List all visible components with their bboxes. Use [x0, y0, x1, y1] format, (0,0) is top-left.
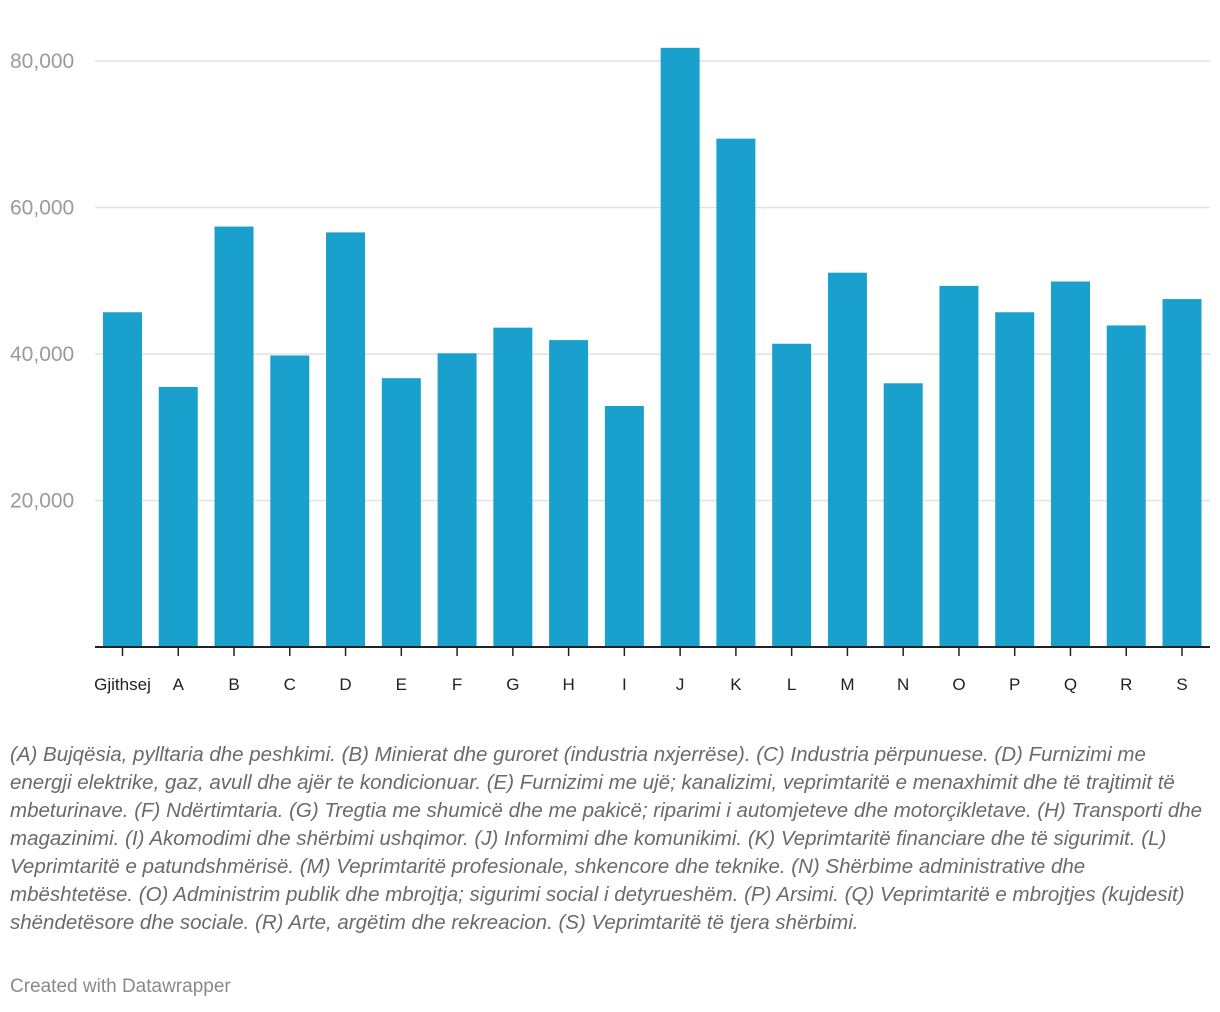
x-tick-label: S — [1176, 675, 1187, 694]
x-tick-label: P — [1009, 675, 1020, 694]
bar — [103, 312, 142, 647]
x-tick-label: G — [506, 675, 519, 694]
x-tick-label: L — [787, 675, 796, 694]
bar — [883, 383, 923, 647]
bar — [437, 353, 477, 647]
x-tick-label: M — [840, 675, 854, 694]
x-tick-label: Gjithsej — [94, 675, 151, 694]
x-tick-label: C — [284, 675, 296, 694]
x-tick-label: F — [452, 675, 462, 694]
bar — [326, 232, 366, 647]
bar — [1106, 325, 1146, 647]
x-axis-ticks: Gjithsej A B C D E F G H I J K L M N O P Q R S — [94, 647, 1188, 694]
bar — [493, 327, 533, 647]
x-tick-label: I — [622, 675, 627, 694]
gridlines — [95, 60, 1210, 502]
x-tick-label: B — [228, 675, 239, 694]
x-tick-label: J — [676, 675, 685, 694]
x-tick-label: K — [730, 675, 742, 694]
x-tick-label: O — [952, 675, 965, 694]
bar — [214, 226, 254, 648]
y-axis-tick-labels: 20,000 40,000 60,000 80,000 — [10, 50, 74, 513]
bar — [995, 312, 1035, 647]
x-tick-label: D — [339, 675, 351, 694]
bar — [270, 355, 310, 647]
bar — [660, 47, 700, 647]
y-tick-label: 80,000 — [10, 50, 74, 73]
bar — [158, 386, 198, 647]
x-tick-label: H — [562, 675, 574, 694]
datawrapper-credit: Created with Datawrapper — [10, 976, 231, 997]
bar — [827, 272, 867, 647]
bar — [549, 340, 589, 647]
chart-notes: (A) Bujqësia, pylltaria dhe peshkimi. (B… — [10, 743, 1203, 934]
x-tick-label: A — [173, 675, 185, 694]
bar — [716, 138, 756, 647]
y-tick-label: 40,000 — [10, 343, 74, 366]
x-tick-label: R — [1120, 675, 1132, 694]
bar — [604, 406, 644, 647]
bars — [103, 47, 1202, 648]
bar — [1162, 299, 1202, 647]
x-tick-label: N — [897, 675, 909, 694]
bar — [381, 378, 421, 647]
bar — [1050, 281, 1090, 647]
bar — [939, 285, 979, 647]
y-tick-label: 20,000 — [10, 490, 74, 513]
y-tick-label: 60,000 — [10, 197, 74, 220]
x-tick-label: Q — [1064, 675, 1077, 694]
x-tick-label: E — [396, 675, 407, 694]
bar — [772, 343, 812, 647]
